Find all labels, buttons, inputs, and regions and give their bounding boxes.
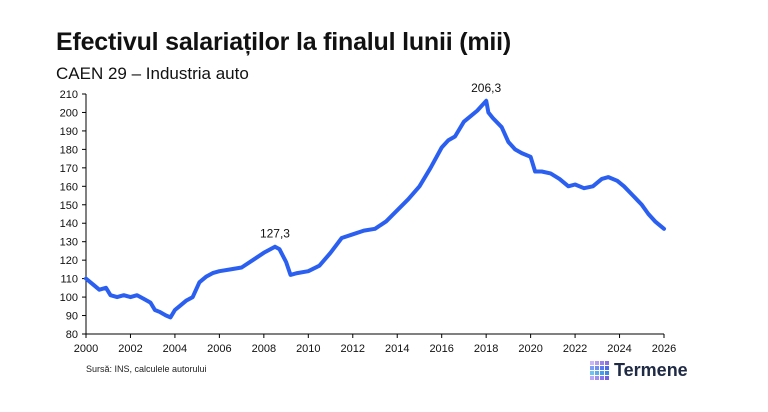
x-tick-label: 2022 <box>563 343 587 355</box>
y-tick-label: 130 <box>60 237 78 249</box>
series-line <box>84 98 666 320</box>
y-tick-label: 80 <box>66 329 78 341</box>
x-tick-label: 2024 <box>607 343 631 355</box>
x-tick-label: 2016 <box>429 343 453 355</box>
y-tick-label: 140 <box>60 218 78 230</box>
x-tick-label: 2010 <box>296 343 320 355</box>
y-tick-label: 210 <box>60 89 78 101</box>
x-tick-label: 2018 <box>474 343 498 355</box>
chart-subtitle: CAEN 29 – Industria auto <box>56 64 249 83</box>
data-label: 206,3 <box>471 81 501 95</box>
data-label: 127,3 <box>260 227 290 241</box>
termene-logo: Termene <box>590 360 688 381</box>
y-tick-label: 200 <box>60 107 78 119</box>
x-tick-label: 2012 <box>341 343 365 355</box>
y-tick-label: 170 <box>60 163 78 175</box>
y-tick-label: 100 <box>60 292 78 304</box>
y-tick-label: 160 <box>60 181 78 193</box>
x-tick-label: 2000 <box>74 343 98 355</box>
x-tick-label: 2014 <box>385 343 409 355</box>
x-tick-label: 2002 <box>118 343 142 355</box>
x-tick-label: 2008 <box>252 343 276 355</box>
logo-text: Termene <box>614 360 688 380</box>
x-tick-label: 2004 <box>163 343 187 355</box>
chart-title: Efectivul salariaților la finalul lunii … <box>56 28 511 56</box>
y-tick-label: 180 <box>60 144 78 156</box>
y-tick-label: 190 <box>60 126 78 138</box>
source-note: Sursă: INS, calculele autorului <box>86 364 207 374</box>
x-tick-label: 2020 <box>518 343 542 355</box>
y-tick-label: 90 <box>66 311 78 323</box>
x-tick-label: 2006 <box>207 343 231 355</box>
y-tick-label: 150 <box>60 200 78 212</box>
y-tick-label: 110 <box>60 274 78 286</box>
x-tick-label: 2026 <box>652 343 676 355</box>
termene-logo-grid-icon <box>590 361 609 380</box>
y-tick-label: 120 <box>60 255 78 267</box>
